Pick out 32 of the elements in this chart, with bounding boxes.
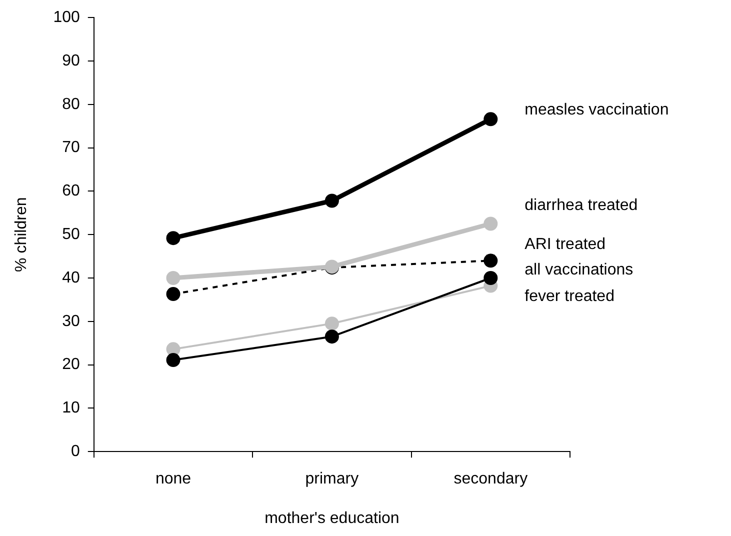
point	[166, 231, 180, 246]
y-tick-label: 70	[62, 139, 80, 156]
series-label: ARI treated	[524, 236, 606, 254]
y-tick-label: 10	[62, 400, 80, 417]
point	[484, 254, 498, 268]
point	[324, 194, 339, 208]
y-tick-label: 0	[70, 443, 80, 460]
y-tick-label: 100	[53, 9, 80, 26]
point	[324, 330, 339, 344]
series-label: measles vaccination	[524, 102, 669, 119]
series-label: all vaccinations	[524, 261, 634, 278]
point	[484, 112, 498, 126]
y-tick-label: 40	[62, 269, 80, 286]
point	[484, 216, 498, 231]
point	[484, 271, 498, 285]
point	[166, 353, 180, 368]
x-tick-label: primary	[305, 470, 359, 488]
y-tick-label: 20	[62, 356, 80, 374]
x-tick-label: secondary	[454, 470, 528, 488]
y-tick-label: 80	[62, 96, 80, 113]
y-tick-label: 60	[62, 182, 80, 200]
point	[166, 271, 180, 285]
y-tick-label: 90	[62, 52, 80, 70]
y-axis-title: % children	[13, 197, 30, 272]
series-label: fever treated	[524, 288, 614, 306]
point	[324, 316, 339, 331]
y-tick-label: 30	[62, 312, 80, 330]
x-tick-label: none	[155, 470, 192, 488]
point	[166, 287, 180, 302]
y-tick-label: 50	[62, 226, 80, 244]
series-label: diarrhea treated	[524, 197, 638, 214]
x-axis-title: mother's education	[264, 510, 400, 527]
